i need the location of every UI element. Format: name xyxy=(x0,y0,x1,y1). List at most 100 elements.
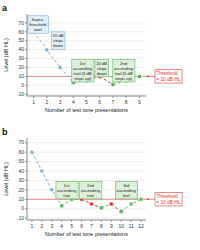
grid-line xyxy=(27,142,146,143)
text-line: = 10 dB HL xyxy=(156,77,180,82)
y-tick-label: 60 xyxy=(18,29,24,35)
annotation: 20 dBstepsdown xyxy=(51,32,65,49)
threshold-annotation: Threshold= 10 dB HL xyxy=(147,193,183,206)
y-tick-label: 30 xyxy=(18,177,24,183)
annotation: 3rdascendingtrial xyxy=(115,181,137,198)
y-tick xyxy=(25,161,27,162)
y-axis-label: Level (dB HL) xyxy=(3,162,9,196)
grid-line xyxy=(27,94,146,95)
y-tick-label: -10 xyxy=(17,215,24,221)
annotation: 10 dBstepsdown xyxy=(95,59,109,76)
text-line: start xyxy=(34,27,43,32)
x-axis-label: Number of test tone presentations xyxy=(45,107,128,113)
data-point xyxy=(60,204,64,208)
y-tick-label: 20 xyxy=(18,64,24,70)
y-tick xyxy=(25,142,27,143)
y-tick xyxy=(25,85,27,86)
panel: -10010203040506070123456789Number of tes… xyxy=(2,3,182,113)
series-line xyxy=(113,76,139,84)
y-tick-label: 10 xyxy=(18,73,24,79)
data-point xyxy=(99,206,103,210)
y-tick xyxy=(25,94,27,95)
threshold-annotation: Threshold= 10 dB HL xyxy=(147,70,183,83)
y-tick xyxy=(25,67,27,68)
panel-label: a xyxy=(2,3,8,13)
y-tick-label: 70 xyxy=(18,139,24,145)
y-tick-label: 50 xyxy=(18,158,24,164)
data-point xyxy=(109,202,113,206)
annotation-box xyxy=(80,181,102,198)
grid-line xyxy=(27,85,146,86)
annotation-box xyxy=(28,16,48,33)
x-tick-label: 8 xyxy=(100,223,103,229)
annotation: 2ndascendingtrial (5 dBsteps up) xyxy=(113,59,135,82)
text-line: = 10 dB HL xyxy=(156,200,180,205)
grid-line xyxy=(27,170,146,171)
grid-line xyxy=(27,40,146,41)
annotation-text: 2ndascendingtrial xyxy=(81,183,101,198)
x-tick-label: 10 xyxy=(118,223,124,229)
series-line xyxy=(34,32,74,83)
y-tick-label: 30 xyxy=(18,55,24,61)
data-point xyxy=(89,202,93,206)
text-line: trial xyxy=(87,193,94,198)
x-tick-label: 6 xyxy=(80,223,83,229)
grid-line xyxy=(27,152,146,153)
annotation-text: 2ndascendingtrial (5 dBsteps up) xyxy=(114,61,134,81)
text-line: steps up) xyxy=(74,76,92,81)
annotation-text: 1stascendingtrial xyxy=(57,183,77,198)
annotation: 2ndascendingtrial xyxy=(80,181,102,198)
data-point xyxy=(50,188,54,192)
data-point xyxy=(109,202,113,206)
y-tick xyxy=(25,152,27,153)
data-point xyxy=(138,75,142,79)
y-tick xyxy=(25,31,27,32)
annotation-box-bg xyxy=(28,16,48,33)
grid-line xyxy=(27,180,146,181)
y-tick-label: 60 xyxy=(18,149,24,155)
annotation: Supra-thresholdstart xyxy=(28,16,48,33)
y-tick xyxy=(25,76,27,77)
y-tick-label: 0 xyxy=(21,82,24,88)
x-axis-label: Number of test tone presentations xyxy=(45,231,128,237)
chart-figure: -10010203040506070123456789Number of tes… xyxy=(0,0,200,250)
data-point xyxy=(60,204,64,208)
text-line: down xyxy=(97,71,108,76)
threshold-text: Threshold= 10 dB HL xyxy=(156,71,180,82)
plot-area xyxy=(27,150,146,213)
annotation: 1stascendingtrial (5 dBsteps up) xyxy=(72,59,94,82)
data-point xyxy=(129,202,133,206)
y-tick-label: 70 xyxy=(18,20,24,26)
y-axis-label: Level (dB HL) xyxy=(3,38,9,72)
annotation-box-bg xyxy=(56,181,78,198)
x-tick-label: 4 xyxy=(60,223,63,229)
x-tick-label: 7 xyxy=(112,99,115,105)
grid-line xyxy=(27,58,146,59)
annotation-box xyxy=(51,32,65,49)
text-line: trial xyxy=(123,193,130,198)
text-line: steps up) xyxy=(115,76,133,81)
y-tick xyxy=(25,199,27,200)
data-point xyxy=(139,197,143,201)
annotation-text: 3rdascendingtrial xyxy=(117,183,137,198)
y-tick-label: 40 xyxy=(18,46,24,52)
x-tick-label: 1 xyxy=(31,223,34,229)
annotation-text: 20 dBstepsdown xyxy=(53,33,64,48)
x-tick-label: 4 xyxy=(72,99,75,105)
series-line xyxy=(82,199,102,207)
annotation-box xyxy=(56,181,78,198)
x-tick-label: 8 xyxy=(125,99,128,105)
annotation-text: 1stascendingtrial (5 dBsteps up) xyxy=(73,61,93,81)
threshold-arrow xyxy=(147,76,156,77)
data-point xyxy=(119,210,123,214)
annotation-box xyxy=(72,59,94,82)
y-tick xyxy=(25,208,27,209)
annotation-box-bg xyxy=(72,59,94,82)
annotation-box xyxy=(113,59,135,82)
annotation-box xyxy=(95,59,109,76)
threshold-text: Threshold= 10 dB HL xyxy=(156,194,180,205)
x-tick-label: 1 xyxy=(32,99,35,105)
data-point xyxy=(45,48,49,52)
x-tick-label: 6 xyxy=(98,99,101,105)
text-line: Threshold xyxy=(156,194,178,199)
